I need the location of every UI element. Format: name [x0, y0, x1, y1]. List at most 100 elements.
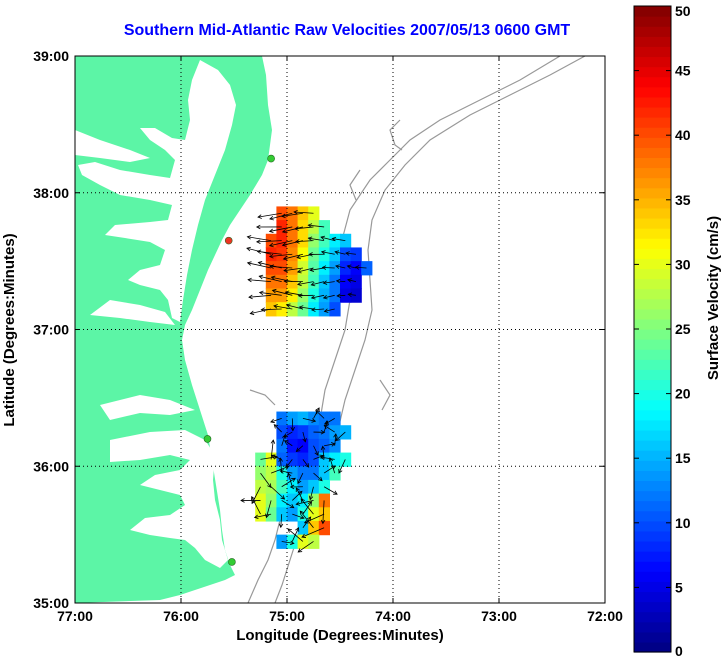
- colorbar-tick-label: 45: [675, 63, 691, 79]
- colorbar-swatch: [634, 187, 671, 199]
- velocity-arrow-head: [335, 264, 340, 269]
- velocity-cell: [287, 206, 299, 221]
- colorbar-swatch: [634, 389, 671, 401]
- velocity-arrow: [296, 500, 314, 505]
- velocity-arrow-head: [307, 236, 313, 241]
- colorbar-swatch: [634, 117, 671, 128]
- velocity-arrow-head: [310, 281, 316, 287]
- velocity-arrow-head: [282, 256, 288, 261]
- velocity-arrow-head: [240, 498, 245, 503]
- chesapeake-bay: [78, 60, 236, 322]
- velocity-arrow-head: [335, 278, 341, 284]
- velocity-arrow: [329, 457, 336, 474]
- velocity-cell: [340, 288, 352, 303]
- velocity-arrow: [259, 292, 282, 296]
- velocity-arrow: [281, 212, 303, 217]
- y-axis-ticks: 35:00 36:00 37:00 38:00 39:00: [33, 48, 605, 611]
- velocity-arrow: [335, 431, 346, 441]
- velocity-arrow-head: [258, 274, 264, 280]
- y-axis-label: Latitude (Degrees:Minutes): [1, 233, 18, 426]
- colorbar-swatch: [634, 601, 671, 613]
- colorbar-swatch: [634, 106, 671, 118]
- velocity-arrow-head: [291, 477, 296, 483]
- colorbar-label: Surface Velocity (cm/s): [705, 216, 722, 380]
- colorbar-swatch: [634, 137, 671, 148]
- chart-title: Southern Mid-Atlantic Raw Velocities 200…: [123, 22, 571, 39]
- colorbar-swatch: [634, 248, 671, 259]
- velocity-cell: [329, 288, 341, 303]
- velocity-cell: [276, 261, 288, 276]
- velocity-cell: [350, 274, 362, 290]
- velocity-arrow-head: [257, 260, 263, 266]
- colorbar-swatch: [634, 530, 671, 542]
- velocity-arrow-head: [258, 290, 264, 296]
- velocity-cell: [318, 233, 330, 249]
- colorbar-swatch: [634, 561, 671, 572]
- velocity-arrow-head: [298, 305, 304, 310]
- velocity-arrow-head: [302, 437, 307, 443]
- velocity-arrow-head: [301, 533, 307, 538]
- velocity-arrow-head: [248, 294, 253, 300]
- velocity-arrow-head: [278, 523, 284, 529]
- colorbar-swatch: [634, 147, 671, 159]
- velocity-cell: [287, 425, 299, 440]
- velocity-cell: [287, 302, 299, 317]
- velocity-cell: [297, 493, 309, 508]
- velocity-cell: [297, 261, 309, 276]
- velocity-arrow: [270, 466, 289, 474]
- velocity-arrow: [299, 306, 314, 310]
- velocity-arrow: [308, 224, 325, 228]
- colorbar-swatch: [634, 46, 671, 58]
- velocity-arrow-head: [256, 249, 262, 255]
- velocity-cell: [265, 247, 277, 262]
- velocity-arrow: [313, 455, 324, 460]
- velocity-cell: [276, 452, 288, 467]
- velocity-arrow: [322, 500, 325, 524]
- velocity-cell: [318, 302, 330, 317]
- velocity-cell: [276, 206, 288, 221]
- velocity-arrow: [347, 279, 356, 283]
- colorbar-ticks: 0 5 10 15 20 25 30 35 40 45 50: [634, 3, 691, 659]
- velocity-arrow: [284, 440, 293, 447]
- velocity-cell: [361, 261, 373, 276]
- velocity-arrow: [300, 498, 314, 515]
- velocity-arrow: [281, 477, 296, 488]
- velocity-cell: [287, 261, 299, 276]
- velocity-arrow: [247, 236, 272, 242]
- velocity-arrow-head: [322, 294, 328, 300]
- grid-lines: [75, 56, 605, 603]
- velocity-arrow-head: [306, 516, 312, 522]
- velocity-arrow-head: [299, 510, 305, 516]
- velocity-cell: [265, 274, 277, 290]
- velocity-cell: [287, 493, 299, 508]
- colorbar-swatch: [634, 288, 671, 300]
- velocity-arrow-head: [270, 454, 276, 459]
- velocity-arrow: [270, 265, 293, 269]
- velocity-arrow-head: [290, 426, 295, 432]
- velocity-arrow-head: [246, 246, 251, 252]
- velocity-cell: [287, 220, 299, 235]
- velocity-arrow: [336, 280, 346, 283]
- velocity-cell: [276, 233, 288, 249]
- colorbar-swatch: [634, 217, 671, 229]
- velocity-cell: [318, 507, 330, 522]
- velocity-arrow: [283, 267, 303, 272]
- velocity-arrow: [302, 501, 312, 515]
- velocity-cell: [350, 288, 362, 303]
- velocity-arrow-head: [246, 261, 252, 266]
- velocity-arrow: [337, 294, 346, 297]
- velocity-arrow-head: [308, 252, 313, 257]
- velocity-arrow-head: [336, 293, 341, 298]
- velocity-cell: [340, 261, 352, 276]
- velocity-arrow: [348, 293, 356, 296]
- colorbar-swatch: [634, 429, 671, 441]
- colorbar: [633, 5, 672, 653]
- velocity-cell: [329, 466, 341, 481]
- velocity-arrow-head: [273, 455, 278, 460]
- colorbar-swatch: [634, 16, 671, 27]
- velocity-arrow: [338, 459, 346, 474]
- velocity-cell: [297, 520, 309, 536]
- station-marker-inactive: [224, 236, 233, 245]
- colorbar-swatch: [634, 500, 671, 512]
- x-tick-label: 76:00: [163, 608, 199, 624]
